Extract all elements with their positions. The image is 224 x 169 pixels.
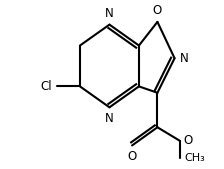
- Text: O: O: [153, 4, 162, 17]
- Text: N: N: [180, 52, 189, 65]
- Text: O: O: [127, 150, 137, 163]
- Text: CH₃: CH₃: [184, 153, 205, 163]
- Text: Cl: Cl: [41, 80, 52, 93]
- Text: N: N: [105, 112, 114, 125]
- Text: O: O: [183, 134, 192, 147]
- Text: N: N: [105, 7, 114, 20]
